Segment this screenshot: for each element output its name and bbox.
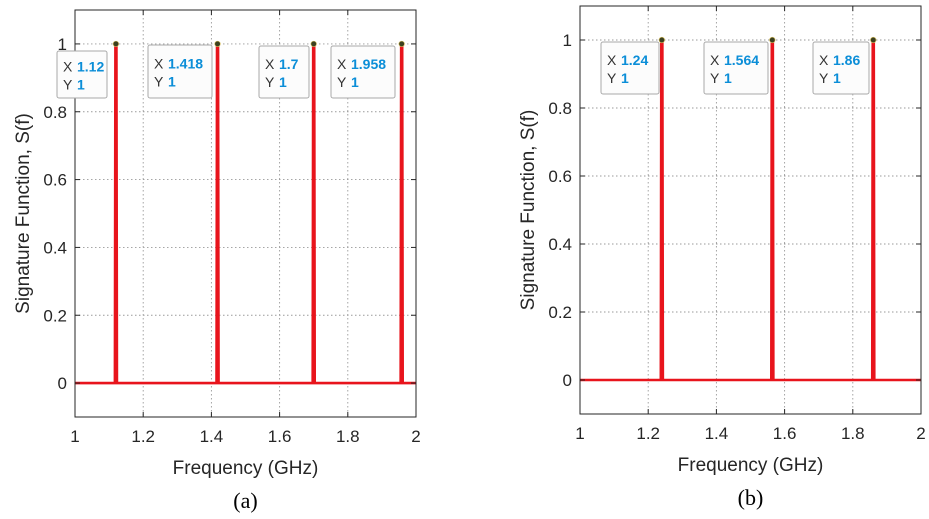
- x-tick-label: 1.8: [336, 427, 360, 446]
- x-tick-label: 2: [411, 427, 420, 446]
- panel-caption: (a): [233, 488, 257, 513]
- y-tick-label: 1: [563, 31, 572, 50]
- peak-marker: [870, 36, 877, 44]
- datatip-y-value: 1: [833, 70, 841, 86]
- peak-marker: [214, 40, 221, 48]
- x-tick-label: 1.2: [131, 427, 155, 446]
- datatip: X 1.24Y 1: [600, 41, 660, 95]
- x-tick-label: 2: [916, 424, 925, 443]
- x-tick-label: 1.6: [268, 427, 292, 446]
- datatip-box: [703, 41, 769, 95]
- axes-frame: [579, 5, 922, 415]
- datatip-x-value: 1.86: [833, 52, 860, 68]
- datatip-x-value: 1.12: [77, 59, 104, 75]
- datatip-x-value: 1.24: [621, 52, 648, 68]
- x-tick-label: 1.2: [636, 424, 660, 443]
- peak-marker: [112, 40, 120, 48]
- x-axis-label: Frequency (GHz): [678, 455, 824, 476]
- y-tick-label: 0.8: [548, 99, 572, 118]
- datatip-x-key: X: [607, 52, 617, 68]
- datatip: X 1.86Y 1: [812, 41, 870, 95]
- datatip-box: [258, 45, 310, 99]
- datatip-y-key: Y: [819, 70, 829, 86]
- peak-marker: [658, 36, 665, 44]
- y-tick-label: 0.2: [548, 303, 572, 322]
- datatip-x-value: 1.418: [168, 56, 203, 72]
- datatip-box: [330, 45, 396, 99]
- peak-marker: [398, 40, 405, 48]
- datatip-y-key: Y: [710, 70, 720, 86]
- datatip-box: [56, 50, 108, 99]
- datatip-box: [600, 41, 660, 95]
- y-tick-label: 0.8: [43, 103, 67, 122]
- datatip: X 1.12Y 1: [56, 50, 108, 99]
- x-tick-label: 1: [70, 427, 79, 446]
- datatip-box: [812, 41, 870, 95]
- y-axis-label: Signature Function, S(f): [13, 113, 34, 314]
- datatip-y-value: 1: [279, 74, 287, 90]
- y-tick-label: 1: [58, 35, 67, 54]
- datatip-y-value: 1: [621, 70, 629, 86]
- y-tick-label: 0: [58, 374, 67, 393]
- chart-panel-a: 1 1.2 1.4 1.6 1.8 2 0 0.2 0.4 0.6 0.8 1 Frequency (G…: [13, 9, 421, 513]
- x-axis-label: Frequency (GHz): [173, 458, 319, 479]
- y-tick-label: 0.4: [548, 235, 572, 254]
- datatip-y-value: 1: [77, 77, 85, 93]
- datatip-x-key: X: [63, 59, 73, 75]
- datatip-y-key: Y: [337, 74, 347, 90]
- datatip-x-value: 1.958: [351, 56, 386, 72]
- datatip-x-key: X: [265, 56, 275, 72]
- peak-marker: [769, 36, 776, 44]
- y-tick-label: 0.6: [548, 167, 572, 186]
- datatip-x-key: X: [154, 56, 164, 72]
- datatip-box: [147, 44, 213, 99]
- chart-panel-b: 1 1.2 1.4 1.6 1.8 2 0 0.2 0.4 0.6 0.8 1 Frequency (G…: [518, 5, 926, 510]
- datatip-y-key: Y: [63, 77, 73, 93]
- datatip-y-key: Y: [265, 74, 275, 90]
- datatip-x-key: X: [819, 52, 829, 68]
- panel-caption: (b): [738, 485, 764, 510]
- axes-frame: [74, 9, 417, 418]
- datatip-x-value: 1.7: [279, 56, 299, 72]
- datatip-y-value: 1: [724, 70, 732, 86]
- datatip: X 1.7Y 1: [258, 45, 310, 99]
- y-axis-label: Signature Function, S(f): [518, 110, 539, 311]
- y-tick-label: 0.2: [43, 306, 67, 325]
- peak-marker: [310, 40, 317, 48]
- datatip-y-value: 1: [168, 74, 176, 90]
- x-tick-label: 1: [575, 424, 584, 443]
- x-tick-label: 1.4: [200, 427, 224, 446]
- datatip-x-value: 1.564: [724, 52, 759, 68]
- y-tick-label: 0: [563, 371, 572, 390]
- x-tick-label: 1.6: [773, 424, 797, 443]
- datatip-y-key: Y: [607, 70, 617, 86]
- y-tick-label: 0.6: [43, 171, 67, 190]
- datatip-y-value: 1: [351, 74, 359, 90]
- datatip-x-key: X: [337, 56, 347, 72]
- datatip-y-key: Y: [154, 74, 164, 90]
- x-tick-label: 1.4: [705, 424, 729, 443]
- x-tick-label: 1.8: [841, 424, 865, 443]
- y-tick-label: 0.4: [43, 238, 67, 257]
- datatip-x-key: X: [710, 52, 720, 68]
